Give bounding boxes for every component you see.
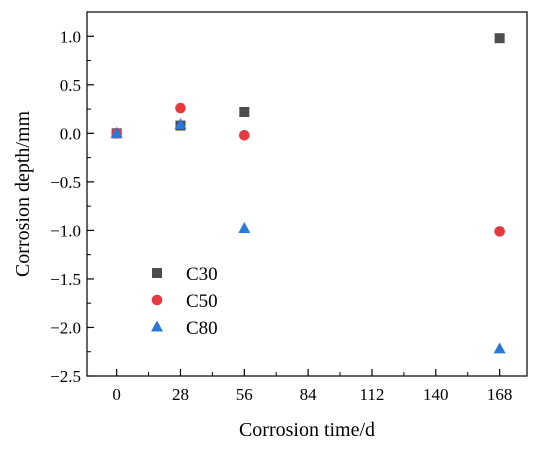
x-axis-title: Corrosion time/d — [239, 419, 375, 441]
c80-point — [238, 221, 251, 233]
c80-point — [110, 126, 123, 138]
legend-label-c30: C30 — [186, 264, 218, 285]
c30-point — [239, 106, 250, 117]
x-axis: 0 28 56 84 112 140 168 — [112, 369, 512, 404]
x-tick-label: 140 — [423, 385, 449, 404]
y-tick-label: −0.5 — [50, 173, 81, 192]
y-tick-label: −2.0 — [50, 318, 81, 337]
y-tick-label: 0.5 — [60, 76, 81, 95]
y-axis-title: Corrosion depth/mm — [12, 111, 34, 278]
y-tick-label: −2.5 — [50, 367, 81, 386]
plot-area-frame — [86, 11, 528, 377]
x-tick-label: 112 — [360, 385, 385, 404]
c80-point — [493, 342, 506, 354]
y-axis: −2.5 −2.0 −1.5 −1.0 −0.5 0.0 0.5 1.0 — [50, 27, 94, 386]
x-tick-label: 0 — [112, 385, 121, 404]
c30-point — [494, 33, 505, 44]
legend-marker-c50 — [151, 294, 163, 306]
legend-label-c80: C80 — [186, 318, 218, 339]
y-tick-label: −1.5 — [50, 270, 81, 289]
x-tick-label: 84 — [300, 385, 318, 404]
c50-point — [175, 102, 186, 114]
legend-label-c50: C50 — [186, 291, 218, 312]
legend: C30 C50 C80 — [151, 264, 218, 339]
data-markers — [110, 33, 506, 354]
c50-point — [494, 226, 505, 237]
x-tick-label: 28 — [172, 385, 189, 404]
y-tick-label: 1.0 — [60, 27, 81, 46]
legend-marker-c80 — [151, 320, 163, 332]
c50-point — [239, 129, 250, 141]
c80-point — [174, 118, 187, 130]
y-tick-label: −1.0 — [50, 221, 81, 240]
legend-marker-c30 — [152, 268, 162, 278]
x-tick-label: 168 — [487, 385, 513, 404]
y-tick-label: 0.0 — [60, 124, 81, 143]
x-tick-label: 56 — [236, 385, 253, 404]
